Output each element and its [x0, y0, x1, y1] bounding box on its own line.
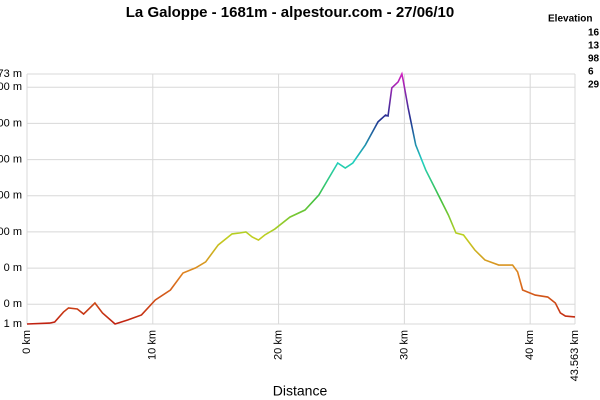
legend-label: 29 [588, 80, 600, 91]
legend-label: 6 [588, 67, 594, 78]
y-tick-label: 0 m [4, 262, 22, 274]
y-tick-label: 00 m [0, 190, 22, 202]
y-tick-label: 00 m [0, 81, 22, 93]
y-tick-label: 00 m [0, 153, 22, 165]
x-tick-label: 20 km [272, 330, 284, 360]
y-tick-label: 1 m [4, 318, 22, 330]
elevation-line [26, 71, 576, 325]
legend-label: 98 [588, 54, 600, 65]
x-tick-label: 10 km [147, 330, 159, 360]
legend-label: 13 [588, 41, 600, 52]
y-tick-label: 73 m [0, 68, 22, 80]
y-tick-label: 00 m [0, 117, 22, 129]
chart-title: La Galoppe - 1681m - alpestour.com - 27/… [126, 4, 454, 21]
x-tick-label: 40 km [524, 330, 536, 360]
x-axis-label: Distance [273, 383, 328, 399]
x-tick-label: 0 km [21, 330, 33, 354]
legend-title: Elevation [548, 14, 592, 25]
y-tick-label: 0 m [4, 298, 22, 310]
x-tick-label: 43.563 km [569, 330, 581, 381]
x-tick-label: 30 km [398, 330, 410, 360]
y-tick-label: 00 m [0, 226, 22, 238]
legend-label: 16 [588, 28, 600, 39]
